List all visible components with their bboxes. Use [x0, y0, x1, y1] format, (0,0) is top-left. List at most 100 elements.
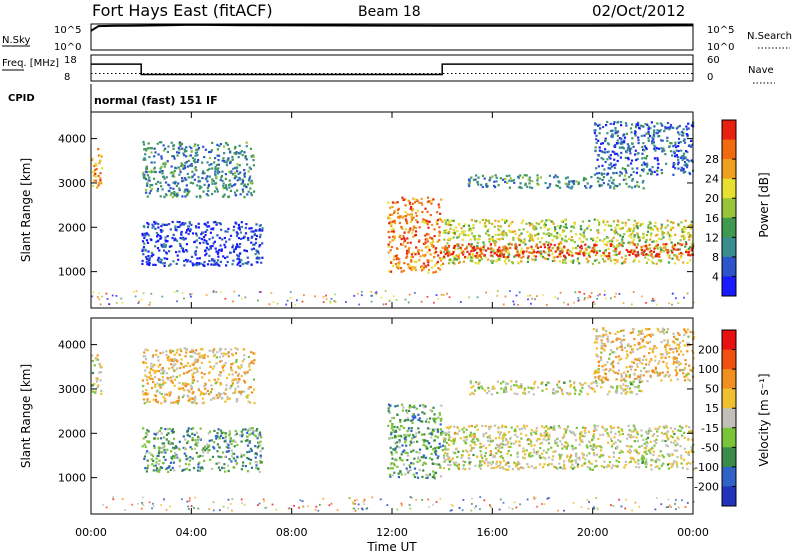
power-ground-cell [91, 295, 94, 298]
velocity-cell-3 [422, 469, 425, 472]
power-cell-2 [186, 250, 189, 253]
power-cell-2 [197, 226, 200, 229]
power-cell-3 [426, 223, 429, 226]
power-cell-4 [476, 254, 479, 258]
power-cell-3 [438, 230, 441, 233]
power-ground-cell [370, 294, 372, 297]
velocity-cell-1 [216, 396, 219, 399]
power-cell-6 [485, 183, 488, 186]
velocity-cell-4 [502, 459, 506, 462]
power-cell-7 [615, 171, 618, 175]
power-ground-cell [115, 302, 118, 304]
power-cell-5 [443, 247, 446, 250]
power-cell-5 [537, 250, 540, 253]
velocity-cell-2 [259, 450, 262, 453]
velocity-cell-1 [172, 375, 175, 378]
power-cell-2 [158, 249, 161, 252]
velocity-cell-4 [472, 446, 476, 450]
velocity-cell-4 [580, 431, 583, 434]
velocity-cell-4 [614, 464, 617, 467]
power-cell-2 [258, 228, 261, 231]
power-cell-4 [666, 219, 669, 222]
power-cell-1 [253, 190, 256, 193]
power-cell-1 [144, 170, 147, 173]
power-cell-7 [646, 163, 649, 166]
power-cell-5 [456, 243, 459, 246]
velocity-cell-3 [427, 421, 430, 424]
power-cell-3 [416, 209, 419, 212]
power-cell-2 [155, 231, 158, 235]
velocity-cell-4 [683, 431, 686, 434]
power-cell-5 [548, 246, 551, 249]
velocity-cell-2 [175, 455, 178, 458]
power-cell-1 [225, 188, 228, 191]
power-cell-6 [609, 186, 612, 189]
power-ground-cell [272, 301, 275, 303]
power-cell-3 [405, 219, 408, 222]
power-scatter-layer [91, 120, 695, 306]
velocity-cell-4 [586, 466, 590, 469]
power-cell-4 [453, 232, 456, 236]
velocity-cell-4 [556, 444, 559, 447]
power-cell-5 [666, 251, 669, 254]
power-cell-4 [574, 247, 577, 250]
velocity-cell-1 [147, 376, 150, 379]
power-cell-7 [685, 128, 689, 131]
velocity-cell-4 [570, 454, 573, 457]
velocity-cell-1 [200, 392, 203, 395]
power-cell-2 [253, 243, 256, 246]
power-cell-7 [644, 123, 647, 126]
power-cell-4 [553, 256, 556, 259]
velocity-cell-4 [563, 465, 566, 468]
power-cell-6 [624, 178, 627, 181]
velocity-cell-4 [489, 425, 493, 428]
velocity-cell-2 [186, 440, 190, 443]
power-cell-5 [560, 251, 563, 254]
velocity-cell-4 [502, 436, 505, 439]
power-cell-2 [148, 263, 151, 266]
velocity-cell-4 [522, 467, 525, 470]
power-cell-2 [141, 234, 144, 237]
velocity-cell-1 [219, 382, 222, 385]
power-cell-4 [667, 231, 670, 234]
power-cell-3 [433, 255, 436, 258]
velocity-cell-1 [198, 366, 201, 369]
velocity-cell-2 [146, 440, 149, 443]
velocity-cell-3 [388, 473, 392, 476]
power-cell-7 [630, 123, 634, 126]
power-cell-4 [649, 247, 652, 250]
velocity-cell-4 [620, 428, 623, 431]
velocity-cell-1 [170, 359, 173, 362]
power-cell-7 [677, 167, 680, 170]
power-cell-7 [647, 130, 650, 133]
power-cell-4 [587, 224, 590, 228]
power-cell-1 [175, 192, 178, 195]
power-cell-2 [250, 230, 253, 233]
power-cell-4 [669, 229, 673, 232]
power-cell-4 [642, 236, 645, 239]
power-cell-4 [689, 233, 692, 236]
velocity-cell-4 [495, 462, 498, 465]
power-ground-cell [597, 294, 599, 297]
velocity-cell-1 [146, 366, 149, 369]
power-cell-2 [145, 257, 148, 260]
power-cell-4 [520, 260, 523, 263]
power-cell-1 [172, 181, 175, 184]
velocity-cell-4 [518, 467, 521, 470]
power-cell-1 [190, 162, 193, 166]
power-cell-2 [207, 248, 210, 251]
velocity-cell-4 [663, 426, 666, 429]
velocity-cell-0 [94, 357, 97, 360]
power-cell-7 [622, 133, 626, 136]
power-cell-2 [141, 240, 145, 243]
power-cell-7 [686, 151, 689, 154]
power-cell-1 [168, 189, 171, 192]
power-cell-4 [539, 226, 542, 229]
power-cell-3 [388, 270, 391, 273]
power-cell-7 [609, 157, 612, 160]
velocity-cell-1 [222, 369, 225, 372]
velocity-cell-4 [571, 444, 574, 447]
power-cell-5 [637, 254, 640, 257]
power-cell-4 [585, 257, 588, 260]
velocity-cell-2 [224, 435, 227, 438]
